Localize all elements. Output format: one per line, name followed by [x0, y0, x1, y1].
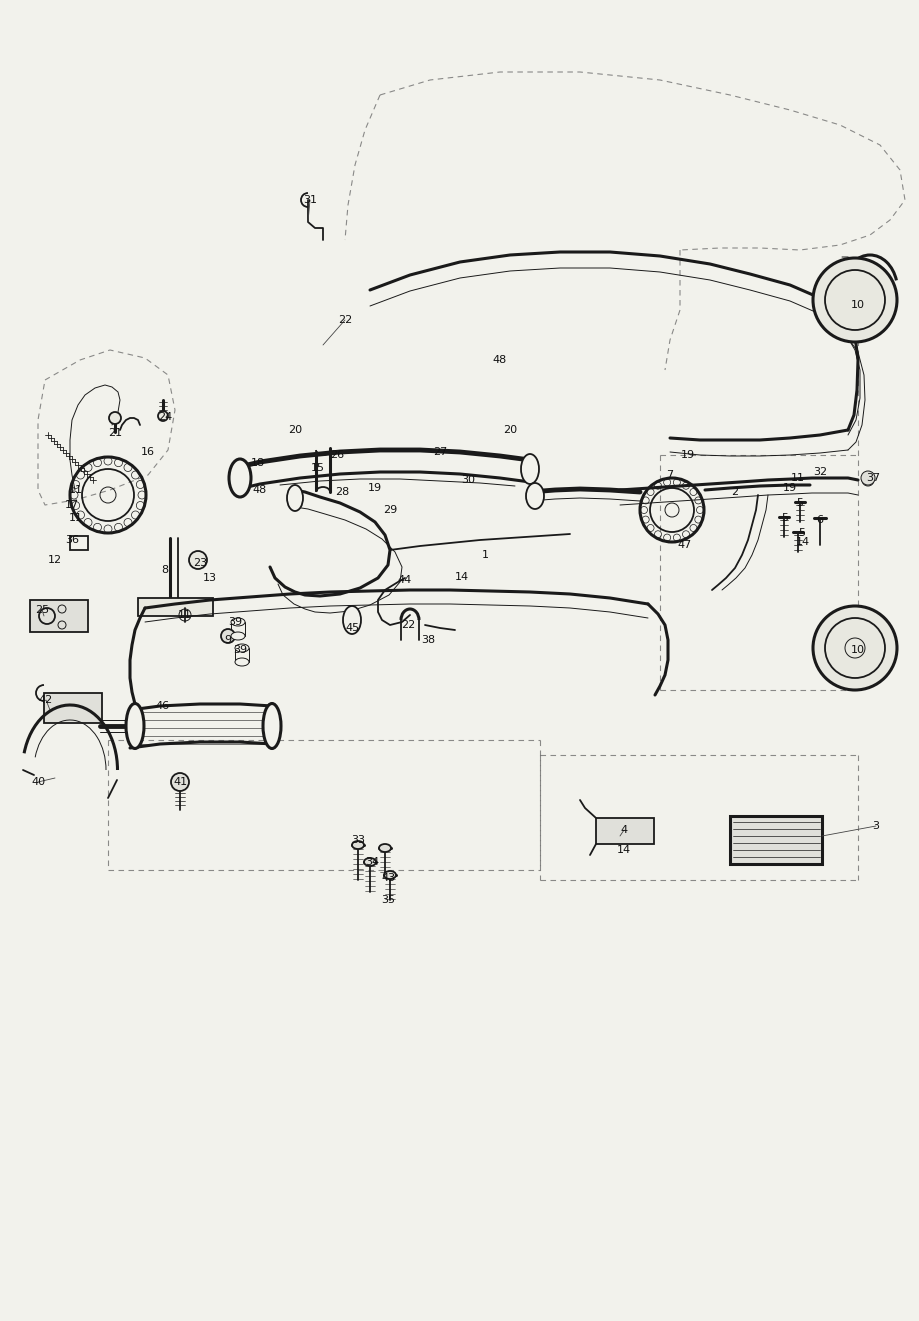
Text: 10: 10 — [851, 300, 865, 310]
Text: 5: 5 — [781, 513, 789, 523]
Text: 19: 19 — [681, 450, 695, 460]
Text: 27: 27 — [433, 446, 448, 457]
Text: 16: 16 — [141, 446, 155, 457]
Circle shape — [861, 472, 875, 485]
Text: 13: 13 — [203, 573, 217, 583]
Bar — [730, 816, 822, 864]
Text: 24: 24 — [158, 412, 172, 421]
Text: 40: 40 — [31, 777, 45, 787]
Circle shape — [189, 551, 207, 569]
Text: 36: 36 — [65, 535, 79, 546]
Text: 4: 4 — [620, 826, 628, 835]
Text: 1: 1 — [482, 550, 489, 560]
Text: 28: 28 — [335, 487, 349, 497]
Text: 14: 14 — [796, 538, 810, 547]
Circle shape — [813, 606, 897, 690]
Text: 35: 35 — [381, 896, 395, 905]
Ellipse shape — [526, 483, 544, 509]
Text: 11: 11 — [791, 473, 805, 483]
Text: 29: 29 — [383, 505, 397, 515]
Text: 17: 17 — [65, 501, 79, 510]
Bar — [138, 598, 213, 616]
Ellipse shape — [263, 704, 281, 749]
Ellipse shape — [231, 631, 245, 639]
Text: 19: 19 — [368, 483, 382, 493]
Text: 39: 39 — [233, 645, 247, 655]
Circle shape — [221, 629, 235, 643]
Bar — [596, 818, 654, 844]
Text: 9: 9 — [224, 635, 232, 645]
Ellipse shape — [364, 859, 376, 867]
Text: 15: 15 — [311, 462, 325, 473]
Text: 33: 33 — [351, 835, 365, 845]
Text: 32: 32 — [813, 468, 827, 477]
Ellipse shape — [229, 458, 251, 497]
Text: 37: 37 — [866, 473, 880, 483]
Circle shape — [171, 773, 189, 791]
Text: 23: 23 — [193, 557, 207, 568]
Text: 8: 8 — [162, 565, 168, 575]
Text: 48: 48 — [253, 485, 267, 495]
Text: 6: 6 — [816, 515, 823, 524]
Ellipse shape — [231, 618, 245, 626]
Text: 22: 22 — [338, 314, 352, 325]
Text: 30: 30 — [461, 476, 475, 485]
Text: 20: 20 — [503, 425, 517, 435]
Text: 41: 41 — [173, 777, 187, 787]
Ellipse shape — [126, 704, 144, 749]
Ellipse shape — [287, 485, 303, 511]
Text: 22: 22 — [401, 620, 415, 630]
Text: 12: 12 — [48, 555, 62, 565]
Circle shape — [813, 258, 897, 342]
Text: 18: 18 — [251, 458, 265, 468]
Text: 39: 39 — [228, 617, 242, 627]
Text: 2: 2 — [732, 487, 739, 497]
Text: 43: 43 — [381, 873, 395, 882]
Circle shape — [158, 411, 168, 421]
Ellipse shape — [379, 844, 391, 852]
Circle shape — [109, 412, 121, 424]
Text: 45: 45 — [346, 624, 360, 633]
Text: 44: 44 — [398, 575, 412, 585]
Text: 21: 21 — [108, 428, 122, 439]
Text: 5: 5 — [797, 498, 803, 509]
Text: 42: 42 — [39, 695, 53, 705]
Bar — [30, 600, 88, 631]
Text: 25: 25 — [35, 605, 49, 616]
Text: 38: 38 — [421, 635, 435, 645]
Ellipse shape — [384, 871, 396, 878]
Text: 7: 7 — [666, 470, 674, 480]
Text: 14: 14 — [617, 845, 631, 855]
Text: 48: 48 — [493, 355, 507, 365]
Text: 14: 14 — [455, 572, 469, 583]
Ellipse shape — [352, 841, 364, 849]
Text: 19: 19 — [783, 483, 797, 493]
Text: 47: 47 — [678, 540, 692, 550]
Bar — [70, 536, 88, 550]
Text: 11: 11 — [178, 610, 192, 620]
Text: 5: 5 — [799, 528, 805, 538]
Ellipse shape — [343, 606, 361, 634]
Ellipse shape — [235, 645, 249, 653]
Ellipse shape — [235, 658, 249, 666]
Text: 20: 20 — [288, 425, 302, 435]
Text: 11: 11 — [69, 485, 83, 495]
Ellipse shape — [521, 454, 539, 483]
Text: 26: 26 — [330, 450, 344, 460]
Bar — [44, 694, 102, 723]
Text: 34: 34 — [365, 857, 379, 867]
Text: 10: 10 — [851, 645, 865, 655]
Text: 31: 31 — [303, 196, 317, 205]
Circle shape — [862, 474, 874, 486]
Text: 3: 3 — [872, 820, 879, 831]
Text: 46: 46 — [155, 701, 169, 711]
Text: 11: 11 — [69, 513, 83, 523]
